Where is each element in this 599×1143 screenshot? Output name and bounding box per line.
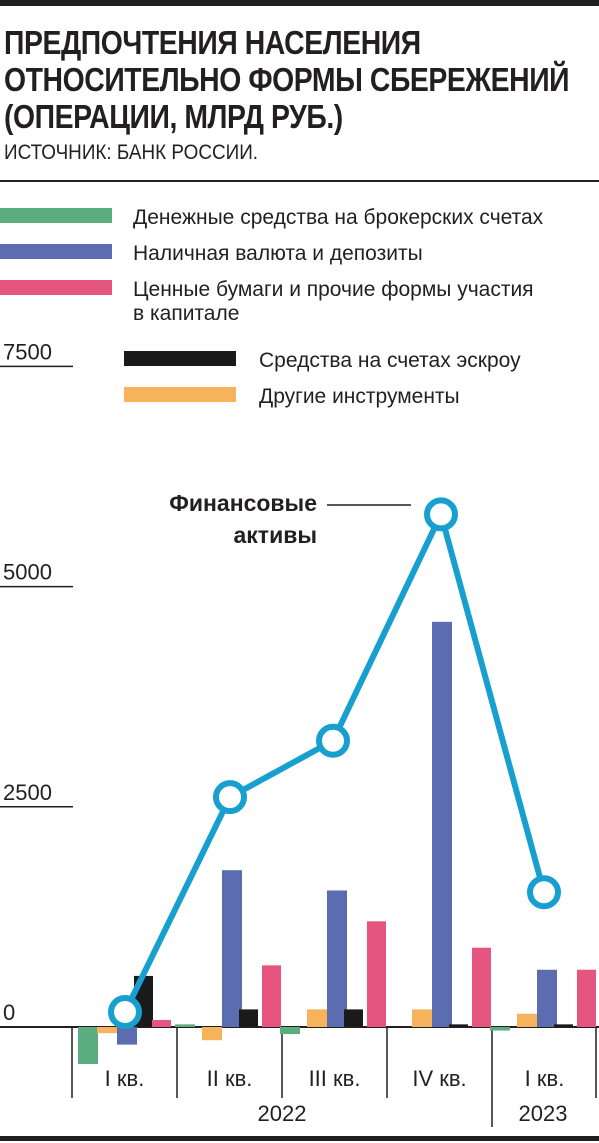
year-label-2022: 2022 — [258, 1101, 307, 1126]
legend-label-other: Другие инструменты — [259, 385, 460, 408]
title-line-2: ОТНОСИТЕЛЬНО ФОРМЫ СБЕРЕЖЕНИЙ — [4, 61, 570, 98]
bar-escrow-2 — [239, 1009, 258, 1027]
bottom-rule — [0, 1136, 599, 1141]
bar-other-3 — [307, 1009, 327, 1027]
legend-swatch-securities — [0, 280, 112, 295]
bar-deposits-2 — [222, 870, 242, 1027]
y-axis: 0 2500 5000 7500 — [0, 339, 73, 1025]
top-rule — [0, 0, 599, 6]
y-tick-label-5000: 5000 — [3, 560, 52, 585]
legend-label-brokerage: Денежные средства на брокерских счетах — [133, 206, 544, 229]
line-label-line-2: активы — [234, 522, 318, 548]
line-point-1 — [108, 995, 142, 1030]
legend-label-securities-line-2: в капитале — [133, 302, 239, 325]
y-tick-label-7500: 7500 — [3, 339, 52, 364]
chart-title: ПРЕДПОЧТЕНИЯ НАСЕЛЕНИЯ ОТНОСИТЕЛЬНО ФОРМ… — [4, 24, 570, 135]
line-point-4 — [424, 497, 458, 532]
line-point-5 — [527, 875, 561, 910]
year-label-2023: 2023 — [519, 1101, 568, 1126]
x-tick-label-5: I кв. — [525, 1066, 565, 1091]
bar-other-4 — [412, 1009, 432, 1027]
y-tick-label-2500: 2500 — [3, 780, 52, 805]
x-tick-label-3: III кв. — [309, 1066, 361, 1091]
title-line-1: ПРЕДПОЧТЕНИЯ НАСЕЛЕНИЯ — [4, 24, 421, 61]
header-separator — [0, 180, 599, 182]
bar-deposits-1 — [117, 1027, 137, 1045]
legend-label-securities: Ценные бумаги и прочие формы участия — [133, 278, 534, 301]
bar-securities-2 — [262, 965, 281, 1027]
legend-swatch-escrow — [124, 351, 236, 366]
bar-deposits-4 — [432, 621, 452, 1027]
bar-escrow-3 — [344, 1009, 363, 1027]
bars-layer — [78, 621, 596, 1064]
x-tick-label-4: IV кв. — [412, 1066, 466, 1091]
x-tick-label-1: I кв. — [105, 1066, 145, 1091]
legend-label-deposits: Наличная валюта и депозиты — [133, 242, 423, 265]
x-axis: I кв. II кв. III кв. IV кв. I кв. 2022 2023 — [0, 1026, 599, 1127]
bar-deposits-3 — [327, 890, 347, 1027]
bar-brokerage-1 — [78, 1027, 98, 1064]
bar-securities-1 — [152, 1019, 171, 1027]
x-tick-label-2: II кв. — [207, 1066, 253, 1091]
line-layer — [108, 497, 561, 1030]
bar-other-2 — [202, 1027, 222, 1041]
line-label-line-1: Финансовые — [169, 490, 317, 516]
legend-label-escrow: Средства на счетах эскроу — [259, 349, 521, 372]
line-annotation: Финансовые активы — [169, 490, 411, 548]
legend: Денежные средства на брокерских счетах На… — [0, 206, 544, 408]
line-point-3 — [316, 723, 350, 758]
legend-swatch-other — [124, 387, 236, 402]
title-line-3: (ОПЕРАЦИИ, МЛРД РУБ.) — [4, 98, 343, 135]
y-tick-label-0: 0 — [3, 1000, 15, 1025]
bar-brokerage-5 — [490, 1027, 510, 1031]
bar-deposits-5 — [537, 969, 557, 1027]
source-note: ИСТОЧНИК: БАНК РОССИИ. — [4, 141, 259, 164]
bar-escrow-5 — [554, 1024, 573, 1027]
legend-swatch-deposits — [0, 244, 112, 259]
bar-other-5 — [517, 1013, 537, 1027]
bar-securities-4 — [472, 947, 491, 1027]
bar-brokerage-3 — [280, 1027, 300, 1035]
bar-escrow-4 — [449, 1024, 468, 1027]
bar-securities-5 — [577, 969, 596, 1027]
bar-other-1 — [97, 1027, 117, 1034]
bar-securities-3 — [367, 921, 386, 1027]
bar-brokerage-2 — [175, 1024, 195, 1027]
legend-swatch-brokerage — [0, 208, 112, 223]
line-point-2 — [213, 780, 247, 815]
